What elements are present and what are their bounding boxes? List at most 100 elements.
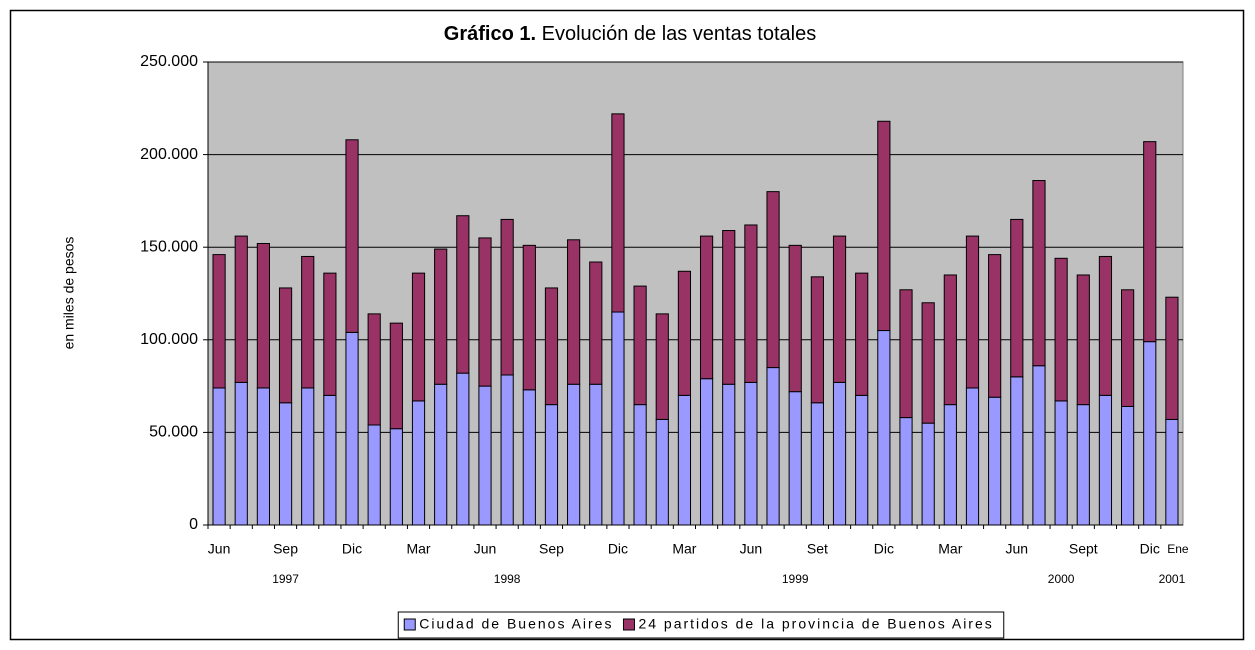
bar-segment bbox=[389, 322, 403, 430]
bar-segment bbox=[434, 248, 448, 385]
bar-segment bbox=[234, 235, 248, 383]
y-tick-label: 0 bbox=[189, 516, 198, 533]
legend-swatch bbox=[403, 618, 416, 631]
bar-segment bbox=[699, 235, 714, 380]
x-group-label: 1998 bbox=[494, 572, 521, 586]
bar-segment bbox=[965, 235, 980, 389]
bar-segment bbox=[677, 394, 692, 526]
bar-segment bbox=[766, 191, 780, 369]
y-tick-label: 100.000 bbox=[140, 331, 198, 348]
bar-segment bbox=[1143, 341, 1157, 526]
bar-segment bbox=[1165, 296, 1179, 420]
x-tick-label: Mar bbox=[406, 541, 430, 557]
bar-segment bbox=[677, 270, 692, 396]
bar-segment bbox=[301, 387, 315, 526]
bar-segment bbox=[345, 139, 359, 333]
bar-segment bbox=[788, 244, 802, 393]
x-tick-label: Jun bbox=[1006, 541, 1029, 557]
bar-segment bbox=[256, 242, 270, 389]
bar-segment bbox=[212, 254, 226, 389]
bar-segment bbox=[522, 389, 536, 526]
bar-segment bbox=[855, 394, 869, 526]
chart-title: Gráfico 1. Evolución de las ventas total… bbox=[444, 23, 816, 45]
bar-segment bbox=[1098, 394, 1113, 526]
bar-segment bbox=[832, 381, 847, 526]
bar-segment bbox=[411, 272, 426, 402]
x-tick-label: Mar bbox=[938, 541, 962, 557]
x-tick-label: Ene bbox=[1167, 542, 1189, 556]
bar-segment bbox=[921, 422, 935, 526]
bar-segment bbox=[345, 331, 359, 526]
legend-swatch bbox=[622, 618, 635, 631]
x-tick-label: Sept bbox=[1069, 541, 1098, 557]
bar-segment bbox=[234, 381, 248, 526]
y-tick-label: 250.000 bbox=[140, 53, 198, 70]
bar-segment bbox=[1165, 418, 1179, 526]
bar-segment bbox=[810, 402, 824, 526]
bar-segment bbox=[278, 402, 293, 526]
bar-segment bbox=[367, 313, 381, 426]
bar-segment bbox=[1121, 289, 1135, 407]
bar-segment bbox=[1010, 376, 1024, 526]
title-text: Evolución de las ventas totales bbox=[542, 23, 817, 45]
bar-segment bbox=[478, 385, 492, 526]
x-group-label: 1999 bbox=[782, 572, 809, 586]
bar-segment bbox=[633, 404, 647, 526]
bar-segment bbox=[744, 381, 758, 526]
bar-segment bbox=[567, 383, 581, 526]
bar-segment bbox=[633, 285, 647, 406]
bar-segment bbox=[1143, 141, 1157, 343]
x-tick-label: Set bbox=[807, 541, 828, 557]
bar-segment bbox=[655, 313, 669, 420]
bar-segment bbox=[810, 276, 824, 404]
title-label: Gráfico 1. bbox=[444, 23, 536, 45]
bar-segment bbox=[301, 255, 315, 389]
bar-segment bbox=[1076, 274, 1090, 406]
bar-segment bbox=[655, 418, 669, 526]
bar-segment bbox=[1032, 365, 1046, 526]
bar-segment bbox=[323, 272, 337, 396]
bar-segment bbox=[699, 378, 714, 526]
bar-segment bbox=[1032, 180, 1046, 367]
x-tick-label: Jun bbox=[740, 541, 763, 557]
bar-segment bbox=[1121, 405, 1135, 526]
x-tick-label: Dic bbox=[1140, 541, 1160, 557]
x-tick-label: Sep bbox=[539, 541, 564, 557]
legend-label: 24 partidos de la provincia de Buenos Ai… bbox=[638, 616, 993, 632]
bar-segment bbox=[367, 424, 381, 526]
bar-segment bbox=[921, 302, 935, 424]
y-tick-label: 50.000 bbox=[149, 424, 198, 441]
x-group-label: 2000 bbox=[1048, 572, 1075, 586]
x-tick-label: Sep bbox=[273, 541, 298, 557]
bar-segment bbox=[589, 383, 603, 526]
bar-segment bbox=[766, 367, 780, 526]
x-tick-label: Jun bbox=[474, 541, 497, 557]
bar-segment bbox=[456, 215, 470, 374]
bar-segment bbox=[611, 113, 625, 313]
bar-segment bbox=[278, 287, 293, 404]
x-tick-label: Mar bbox=[672, 541, 696, 557]
x-tick-label: Dic bbox=[874, 541, 894, 557]
bar-segment bbox=[434, 383, 448, 526]
bar-segment bbox=[389, 428, 403, 526]
bar-segment bbox=[1098, 255, 1113, 396]
bar-segment bbox=[1054, 257, 1068, 402]
bar-segment bbox=[988, 254, 1002, 398]
bar-segment bbox=[965, 387, 980, 526]
bar-segment bbox=[478, 237, 492, 387]
legend-box bbox=[397, 611, 1005, 639]
x-tick-label: Jun bbox=[208, 541, 231, 557]
legend-label: Ciudad de Buenos Aires bbox=[419, 616, 613, 632]
bar-segment bbox=[522, 244, 536, 391]
bar-segment bbox=[744, 224, 758, 383]
bar-segment bbox=[456, 372, 470, 526]
bar-segment bbox=[323, 394, 337, 526]
y-tick-label: 150.000 bbox=[140, 238, 198, 255]
y-tick-label: 200.000 bbox=[140, 146, 198, 163]
bar-segment bbox=[877, 330, 891, 526]
x-group-label: 1997 bbox=[272, 572, 299, 586]
bar-segment bbox=[1076, 404, 1090, 526]
bar-segment bbox=[500, 374, 514, 526]
